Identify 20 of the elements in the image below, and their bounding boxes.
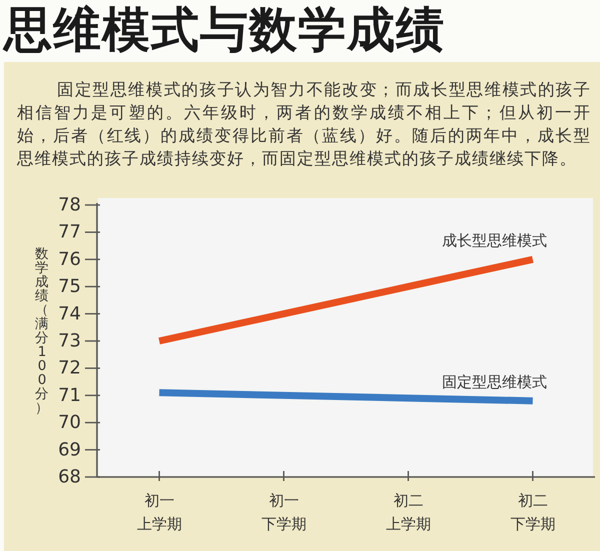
- text: 数学成绩（满分100分）: [35, 246, 49, 416]
- series-label: 成长型思维模式: [442, 231, 547, 250]
- x-tick-label: 初一下学期: [261, 492, 306, 533]
- y-tick-label: 78: [58, 194, 81, 216]
- y-tick-label: 68: [58, 466, 81, 488]
- y-tick-label: 73: [58, 330, 81, 352]
- series-label: 固定型思维模式: [442, 372, 547, 391]
- y-tick-label: 74: [58, 303, 81, 324]
- y-tick-label: 76: [58, 248, 81, 270]
- y-tick-label: 77: [58, 222, 81, 243]
- y-tick-label: 72: [58, 358, 81, 379]
- y-tick-label: 69: [58, 439, 81, 460]
- y-tick-label: 75: [58, 276, 81, 298]
- y-tick-label: 71: [58, 384, 81, 406]
- x-tick-label: 初二上学期: [386, 492, 431, 533]
- chart-subtitle: 固定型思维模式的孩子认为智力不能改变；而成长型思维模式的孩子相信智力是可塑的。六年级时，两者的数学成绩不相上下；但从初一开始，后者（红线）的成绩变得比前者（蓝线）好。随后的两年中，成长型思维模式的孩子成绩持续变好，而固定型思维模式的孩子成绩继续下降。: [17, 79, 591, 170]
- x-tick-label: 初一上学期: [136, 492, 182, 533]
- x-tick-label: 初二下学期: [510, 492, 556, 533]
- y-tick-label: 70: [58, 412, 81, 434]
- chart-title: 思维模式与数学成绩: [4, 2, 445, 58]
